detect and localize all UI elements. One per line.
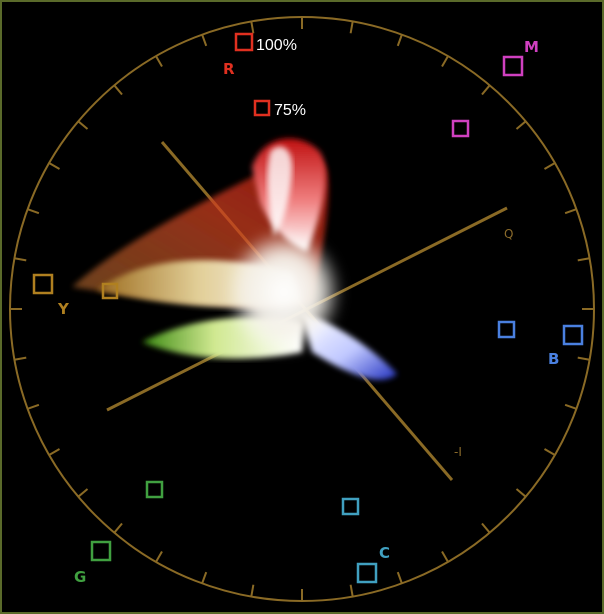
graticule-tick xyxy=(481,84,491,96)
cyan-75-target xyxy=(341,497,360,516)
graticule-tick xyxy=(396,571,403,584)
graticule-tick xyxy=(27,208,40,215)
magenta-100-target xyxy=(502,55,524,77)
axis-q-label: Q xyxy=(504,227,513,241)
red-100-target xyxy=(234,32,254,52)
blue-75-target xyxy=(497,320,516,339)
graticule-tick xyxy=(250,21,255,34)
graticule-tick xyxy=(201,34,208,47)
graticule-tick xyxy=(396,34,403,47)
graticule-tick xyxy=(441,55,449,68)
magenta-75-target xyxy=(451,119,470,138)
graticule-tick xyxy=(515,488,527,498)
red-75-target xyxy=(253,99,271,117)
graticule-tick xyxy=(250,584,255,597)
graticule-tick xyxy=(155,550,163,563)
graticule-tick xyxy=(543,162,556,170)
graticule-tick xyxy=(155,55,163,68)
graticule-tick xyxy=(349,21,354,34)
axis-i-label: -I xyxy=(454,445,462,459)
graticule-tick xyxy=(27,403,40,410)
graticule-tick xyxy=(564,208,577,215)
target-label-r: R xyxy=(223,60,235,78)
target-label-b: B xyxy=(548,350,559,368)
target-100-label: 100% xyxy=(256,37,297,54)
graticule-tick xyxy=(201,571,208,584)
cyan-100-target xyxy=(356,562,378,584)
yellow-75-target xyxy=(101,282,119,300)
green-75-target xyxy=(145,480,164,499)
graticule-tick xyxy=(543,448,556,456)
graticule-tick xyxy=(48,448,61,456)
target-label-y: Y xyxy=(57,300,70,318)
graticule-tick xyxy=(577,257,590,262)
graticule-tick xyxy=(515,120,527,130)
graticule-ticks xyxy=(10,17,594,601)
graticule-tick xyxy=(77,120,89,130)
target-75-label: 75% xyxy=(274,102,306,119)
blue-100-target xyxy=(562,324,584,346)
graticule-tick xyxy=(14,257,27,262)
target-label-c: C xyxy=(379,544,390,562)
target-boxes xyxy=(32,32,584,584)
graticule-tick xyxy=(77,488,89,498)
graticule-tick xyxy=(14,356,27,361)
graticule-tick xyxy=(349,584,354,597)
graticule-tick xyxy=(113,84,123,96)
graticule-tick xyxy=(564,403,577,410)
graticule-tick xyxy=(481,522,491,534)
target-label-g: G xyxy=(74,568,86,586)
graticule-tick xyxy=(441,550,449,563)
graticule-tick xyxy=(48,162,61,170)
yellow-100-target xyxy=(32,273,54,295)
signal-trace xyxy=(72,138,397,380)
graticule-tick xyxy=(577,356,590,361)
green-100-target xyxy=(90,540,112,562)
target-label-m: M xyxy=(524,38,539,56)
graticule-tick xyxy=(113,522,123,534)
